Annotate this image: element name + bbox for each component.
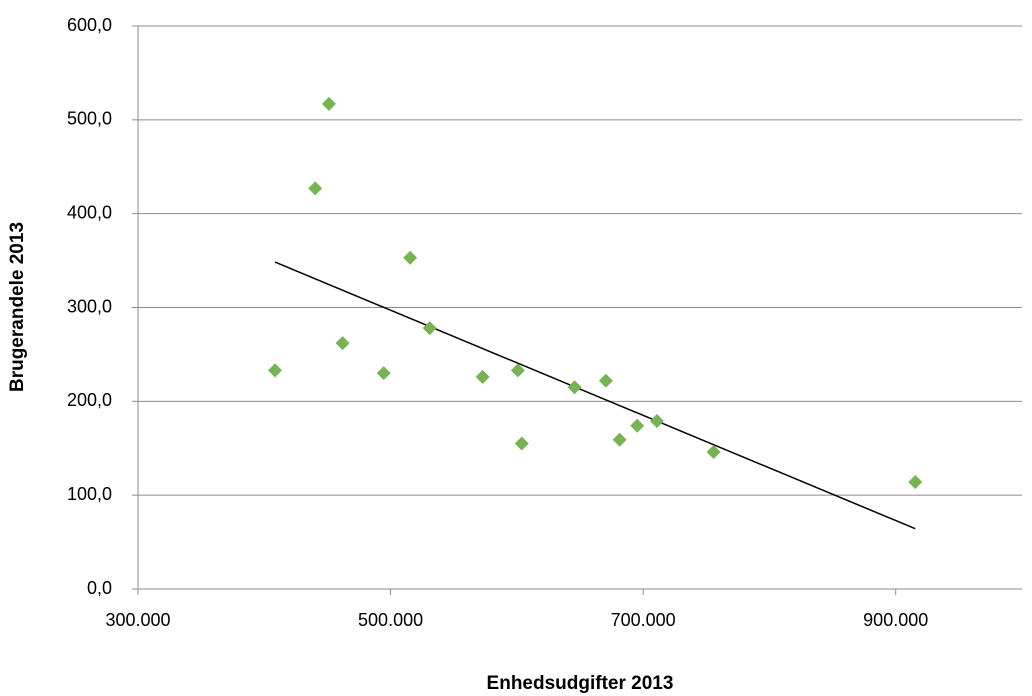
point [308, 181, 323, 196]
point [567, 380, 582, 395]
y-tick-label: 300,0 [67, 296, 112, 316]
y-tick-label: 400,0 [67, 202, 112, 222]
point [630, 418, 645, 433]
point [908, 475, 923, 490]
x-tick-label: 300.000 [105, 610, 170, 630]
point [321, 96, 336, 111]
point [376, 366, 391, 381]
point [510, 363, 525, 378]
y-axis-title: Brugerandele 2013 [7, 222, 28, 392]
point [475, 369, 490, 384]
point [268, 363, 283, 378]
y-tick-label: 600,0 [67, 15, 112, 35]
y-tick-label: 200,0 [67, 390, 112, 410]
y-tick-label: 500,0 [67, 109, 112, 129]
x-axis-title: Enhedsudgifter 2013 [487, 673, 674, 694]
y-tick-label: 100,0 [67, 484, 112, 504]
point [612, 432, 627, 447]
point [422, 321, 437, 336]
point [706, 445, 721, 460]
x-tick-label: 900.000 [863, 610, 928, 630]
trendline [274, 261, 916, 530]
x-tick-label: 700.000 [611, 610, 676, 630]
point [335, 336, 350, 351]
point [598, 373, 613, 388]
point [649, 414, 664, 429]
y-tick-label: 0,0 [87, 578, 112, 598]
point [403, 250, 418, 265]
point [514, 436, 529, 451]
x-tick-label: 500.000 [358, 610, 423, 630]
